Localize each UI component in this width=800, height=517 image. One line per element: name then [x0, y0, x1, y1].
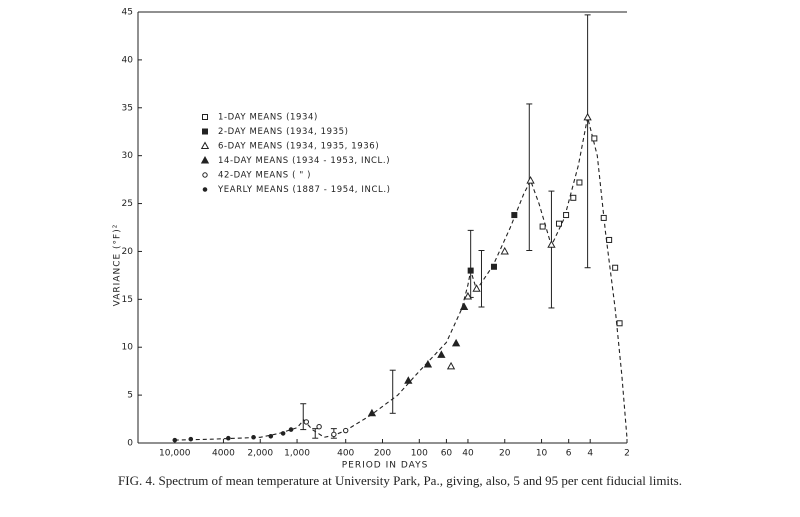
point	[268, 433, 274, 439]
error-bar	[478, 249, 485, 308]
legend-marker	[202, 114, 208, 120]
point	[467, 267, 474, 274]
point	[591, 135, 598, 142]
point	[472, 284, 481, 292]
x-tick-label: 10	[536, 449, 548, 459]
x-tick-label: 60	[441, 449, 453, 459]
point	[570, 194, 577, 201]
point	[600, 214, 607, 221]
y-tick-label: 20	[122, 247, 134, 257]
point	[511, 212, 518, 219]
legend-label: YEARLY MEANS (1887 - 1954, INCL.)	[217, 185, 391, 195]
caption: FIG. 4. Spectrum of mean temperature at …	[118, 473, 682, 488]
legend-marker	[200, 155, 210, 164]
point	[288, 427, 294, 432]
x-tick-label: 1,000	[284, 449, 310, 459]
x-tick-label: 100	[411, 449, 428, 459]
x-tick-label: 200	[374, 449, 391, 459]
y-tick-label: 0	[127, 439, 133, 449]
x-tick-label: 400	[337, 449, 354, 459]
error-bar	[467, 229, 474, 298]
point	[500, 246, 509, 255]
point	[576, 179, 583, 186]
point	[612, 264, 619, 271]
legend-label: 6-DAY MEANS (1934, 1935, 1936)	[218, 142, 379, 152]
y-tick-label: 10	[122, 343, 134, 353]
x-tick-label: 2	[624, 449, 630, 459]
legend-label: 14-DAY MEANS (1934 - 1953, INCL.)	[218, 156, 390, 166]
point	[583, 112, 592, 121]
point	[539, 223, 546, 230]
y-tick-label: 25	[122, 199, 133, 209]
point	[490, 263, 497, 270]
point	[437, 350, 446, 358]
y-tick-label: 40	[122, 55, 134, 65]
point	[423, 359, 433, 368]
x-tick-label: 4	[587, 449, 593, 459]
point	[172, 437, 178, 443]
y-tick-label: 15	[122, 295, 133, 305]
error-bar	[584, 14, 591, 269]
point	[188, 436, 194, 442]
legend-marker	[200, 141, 210, 149]
point	[451, 338, 461, 347]
x-tick-label: 40	[462, 449, 474, 459]
point	[280, 431, 286, 436]
error-bar	[526, 103, 533, 251]
error-bar	[548, 190, 555, 309]
legend-marker	[202, 128, 208, 135]
x-tick-label: 6	[566, 449, 572, 459]
y-tick-label: 30	[122, 151, 134, 161]
point	[404, 376, 413, 384]
x-axis-label: PERIOD IN DAYS	[342, 461, 429, 471]
legend-label: 42-DAY MEANS ( " )	[218, 171, 311, 181]
error-bar	[389, 369, 396, 414]
point	[459, 302, 469, 310]
point	[616, 320, 623, 327]
y-tick-label: 5	[127, 391, 133, 401]
point	[547, 240, 556, 248]
y-axis-label: VARIANCE (°F)²	[113, 224, 123, 307]
point	[251, 434, 256, 440]
point	[342, 427, 349, 434]
point	[316, 424, 322, 430]
point	[526, 176, 535, 184]
y-tick-label: 35	[122, 103, 133, 113]
x-tick-label: 4000	[212, 449, 235, 459]
point	[226, 435, 231, 441]
point	[446, 361, 456, 370]
point	[303, 419, 310, 425]
x-tick-label: 20	[499, 449, 511, 459]
point	[463, 291, 473, 300]
point	[331, 431, 337, 438]
point	[367, 408, 377, 417]
legend-label: 2-DAY MEANS (1934, 1935)	[218, 127, 349, 137]
y-tick-label: 45	[122, 8, 133, 18]
error-bar	[300, 403, 307, 431]
point	[606, 236, 613, 243]
legend-label: 1-DAY MEANS (1934)	[218, 113, 318, 123]
x-tick-label: 2,000	[247, 449, 273, 459]
legend-marker	[202, 187, 208, 192]
x-tick-label: 10,000	[159, 449, 191, 459]
point	[555, 220, 562, 227]
legend-marker	[202, 172, 208, 178]
point	[563, 212, 570, 219]
